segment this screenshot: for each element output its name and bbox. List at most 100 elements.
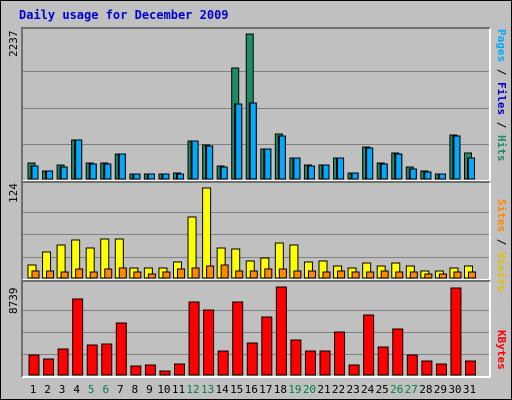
x-tick-label: 13 xyxy=(200,383,215,396)
kbytes-bar xyxy=(203,309,215,376)
sites-bar xyxy=(293,270,302,279)
pages-bar xyxy=(249,102,257,180)
x-tick-label: 5 xyxy=(87,383,95,396)
x-tick-label: 21 xyxy=(317,383,331,396)
sites-bar xyxy=(395,271,404,279)
x-tick-label: 6 xyxy=(102,383,110,396)
kbytes-bar xyxy=(334,331,346,376)
pages-bar xyxy=(104,163,112,180)
sites-bar xyxy=(31,270,40,279)
sites-bar xyxy=(351,271,360,279)
pages-bar xyxy=(278,135,286,180)
hits-panel xyxy=(21,27,491,182)
sites-bar xyxy=(322,271,331,279)
sites-bar xyxy=(337,270,346,279)
pages-bar xyxy=(468,157,475,180)
x-tick-label: 20 xyxy=(302,383,317,396)
sites-bar xyxy=(162,271,171,279)
pages-bar xyxy=(206,145,214,180)
kbytes-bar xyxy=(450,287,462,376)
sites-bar xyxy=(424,273,433,279)
hits-legend-label: Hits xyxy=(495,135,508,162)
x-tick-label: 31 xyxy=(462,383,477,396)
kbytes-bar xyxy=(465,360,476,376)
kbytes-panel xyxy=(21,280,491,378)
sites-bar xyxy=(46,270,55,279)
pages-bar xyxy=(351,172,359,180)
kbytes-bar xyxy=(261,316,273,376)
sites-bar xyxy=(278,268,287,279)
kbytes-bar xyxy=(232,301,244,376)
x-tick-label: 2 xyxy=(44,383,51,396)
pages-bar xyxy=(235,103,243,180)
pages-bar xyxy=(191,140,199,180)
kbytes-bar xyxy=(377,346,389,376)
sites-bar xyxy=(177,268,185,279)
x-tick-label: 19 xyxy=(288,383,302,396)
kbytes-bar xyxy=(86,344,98,376)
x-tick-label: 30 xyxy=(448,383,462,396)
pages-bar xyxy=(424,171,432,180)
chart-title: Daily usage for December 2009 xyxy=(19,8,229,22)
hits-legend: Pages / Files / Hits xyxy=(495,29,508,162)
x-tick-label: 17 xyxy=(259,383,273,396)
kbytes-bar xyxy=(246,342,258,376)
pages-legend-label: Pages xyxy=(495,29,508,63)
kbytes-bar xyxy=(144,364,156,376)
kbytes-bar xyxy=(348,364,360,376)
x-tick-label: 4 xyxy=(73,383,80,396)
kbytes-bar xyxy=(115,322,127,376)
x-tick-label: 22 xyxy=(331,383,346,396)
kbytes-bar xyxy=(421,360,433,376)
kbytes-bar xyxy=(290,339,302,376)
x-tick-label: 27 xyxy=(404,383,418,396)
pages-bar xyxy=(264,148,272,180)
kbytes-bar xyxy=(130,365,142,376)
pages-bar xyxy=(293,157,301,180)
kbytes-bar xyxy=(217,350,229,376)
kbytes-bar xyxy=(406,354,418,376)
kbytes-bar xyxy=(392,328,404,376)
pages-bar xyxy=(337,157,345,180)
kbytes-bar xyxy=(57,348,69,376)
x-tick-label: 10 xyxy=(157,383,171,396)
pages-bar xyxy=(322,164,330,180)
kbytes-bar xyxy=(159,370,171,376)
visits-panel xyxy=(21,181,491,281)
x-tick-label: 15 xyxy=(230,383,244,396)
sites-bar xyxy=(409,271,418,279)
sites-bar xyxy=(468,271,476,279)
sites-bar xyxy=(75,268,84,279)
sites-bar xyxy=(118,267,127,279)
x-tick-label: 29 xyxy=(433,383,448,396)
sites-bar xyxy=(104,268,113,279)
x-tick-label: 26 xyxy=(390,383,404,396)
visits-legend-label: Visits xyxy=(495,252,508,292)
x-tick-label: 28 xyxy=(419,383,433,396)
kbytes-chart xyxy=(23,286,489,376)
kbytes-bar xyxy=(304,350,316,376)
sites-bar xyxy=(89,271,98,279)
sites-bar xyxy=(60,271,69,279)
kbytes-bar xyxy=(101,343,113,376)
pages-bar xyxy=(453,135,461,180)
pages-bar xyxy=(147,173,155,180)
sites-bar xyxy=(438,273,447,279)
sites-bar xyxy=(264,268,273,279)
sites-bar xyxy=(235,270,244,279)
pages-bar xyxy=(409,168,417,180)
pages-bar xyxy=(75,139,83,180)
sites-bar xyxy=(380,270,389,279)
kbytes-bar xyxy=(174,363,185,376)
visits-sites-chart xyxy=(23,187,489,279)
kbytes-bar xyxy=(28,354,40,376)
pages-bar xyxy=(366,147,374,180)
pages-bar xyxy=(395,153,403,180)
kbytes-bar xyxy=(188,301,200,376)
x-tick-label: 18 xyxy=(273,383,287,396)
visits-bar xyxy=(202,187,212,279)
x-tick-label: 23 xyxy=(346,383,360,396)
sites-bar xyxy=(249,270,258,279)
x-tick-label: 7 xyxy=(116,383,124,396)
